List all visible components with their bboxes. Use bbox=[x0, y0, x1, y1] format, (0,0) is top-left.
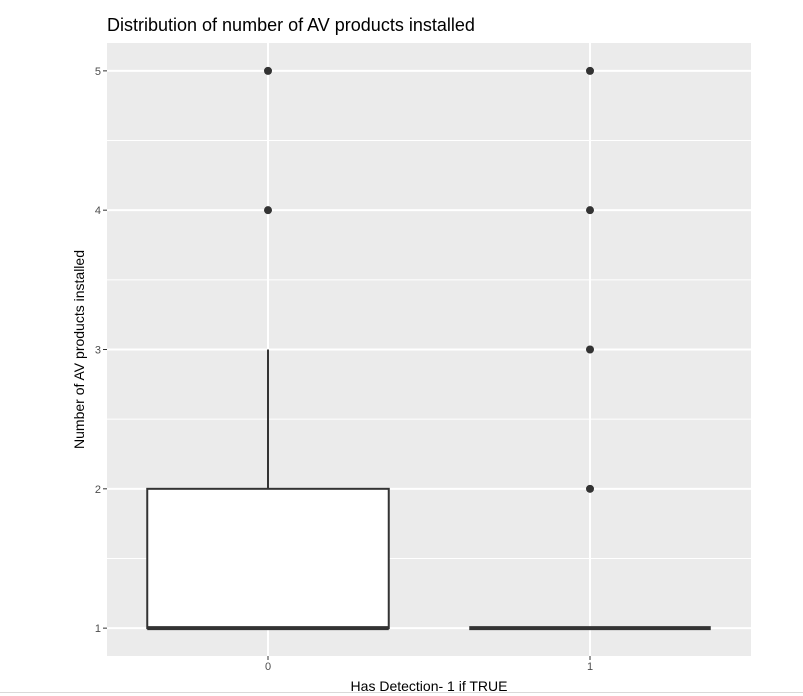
box-group-0 bbox=[146, 66, 390, 631]
outlier-point bbox=[264, 206, 272, 215]
y-tick-label: 1 bbox=[95, 623, 101, 635]
y-tick-label: 3 bbox=[95, 345, 101, 357]
x-axis-label: Has Detection- 1 if TRUE bbox=[351, 678, 508, 694]
outlier-point bbox=[586, 345, 594, 354]
y-tick-label: 2 bbox=[95, 484, 101, 496]
box-iqr bbox=[146, 487, 390, 630]
outlier-point bbox=[264, 66, 272, 75]
outlier-point bbox=[586, 66, 594, 75]
x-tick-label: 0 bbox=[265, 661, 271, 673]
box-group-1 bbox=[469, 66, 711, 631]
y-axis-label: Number of AV products installed bbox=[71, 250, 87, 449]
chart-title: Distribution of number of AV products in… bbox=[107, 15, 475, 35]
bottom-divider bbox=[0, 692, 803, 693]
y-tick-label: 4 bbox=[95, 205, 101, 217]
outlier-point bbox=[586, 484, 594, 493]
x-tick-label: 1 bbox=[587, 661, 593, 673]
outlier-point bbox=[586, 206, 594, 215]
y-tick-label: 5 bbox=[95, 66, 101, 78]
